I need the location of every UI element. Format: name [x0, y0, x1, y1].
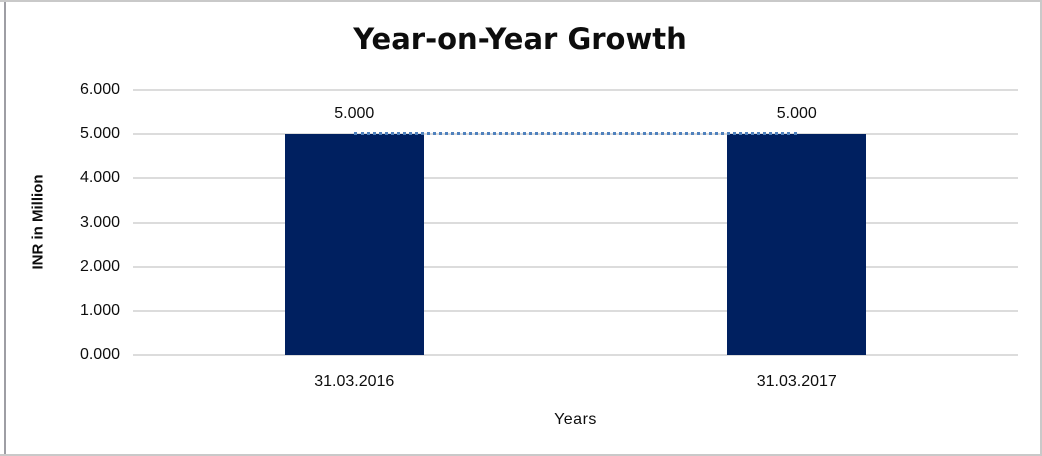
x-axis-tick-label: 31.03.2016 [314, 373, 395, 390]
data-label: 5.000 [776, 105, 817, 123]
gridline [133, 354, 1018, 356]
gridline [133, 177, 1018, 180]
bar [727, 134, 867, 355]
gridline [133, 265, 1018, 268]
y-axis-tick-label: 0.000 [79, 346, 120, 363]
y-axis-tick-label: 1.000 [79, 301, 120, 319]
y-axis-tick-label: 2.000 [79, 257, 120, 275]
left-border-line [4, 2, 6, 454]
gridline [133, 89, 1018, 91]
x-axis-tick-label: 31.03.2017 [756, 373, 837, 390]
x-axis-title: Years [554, 411, 597, 428]
y-axis-tick-label: 3.000 [79, 213, 120, 231]
y-axis-tick-label: 5.000 [79, 125, 120, 143]
gridline [133, 221, 1018, 224]
bar [284, 134, 424, 355]
gridline [133, 309, 1018, 312]
chart-title: Year-on-Year Growth [353, 22, 687, 56]
trendline [354, 131, 797, 135]
y-axis-tick-label: 6.000 [79, 81, 120, 98]
y-axis-tick-label: 4.000 [79, 169, 120, 187]
data-label: 5.000 [334, 105, 375, 123]
